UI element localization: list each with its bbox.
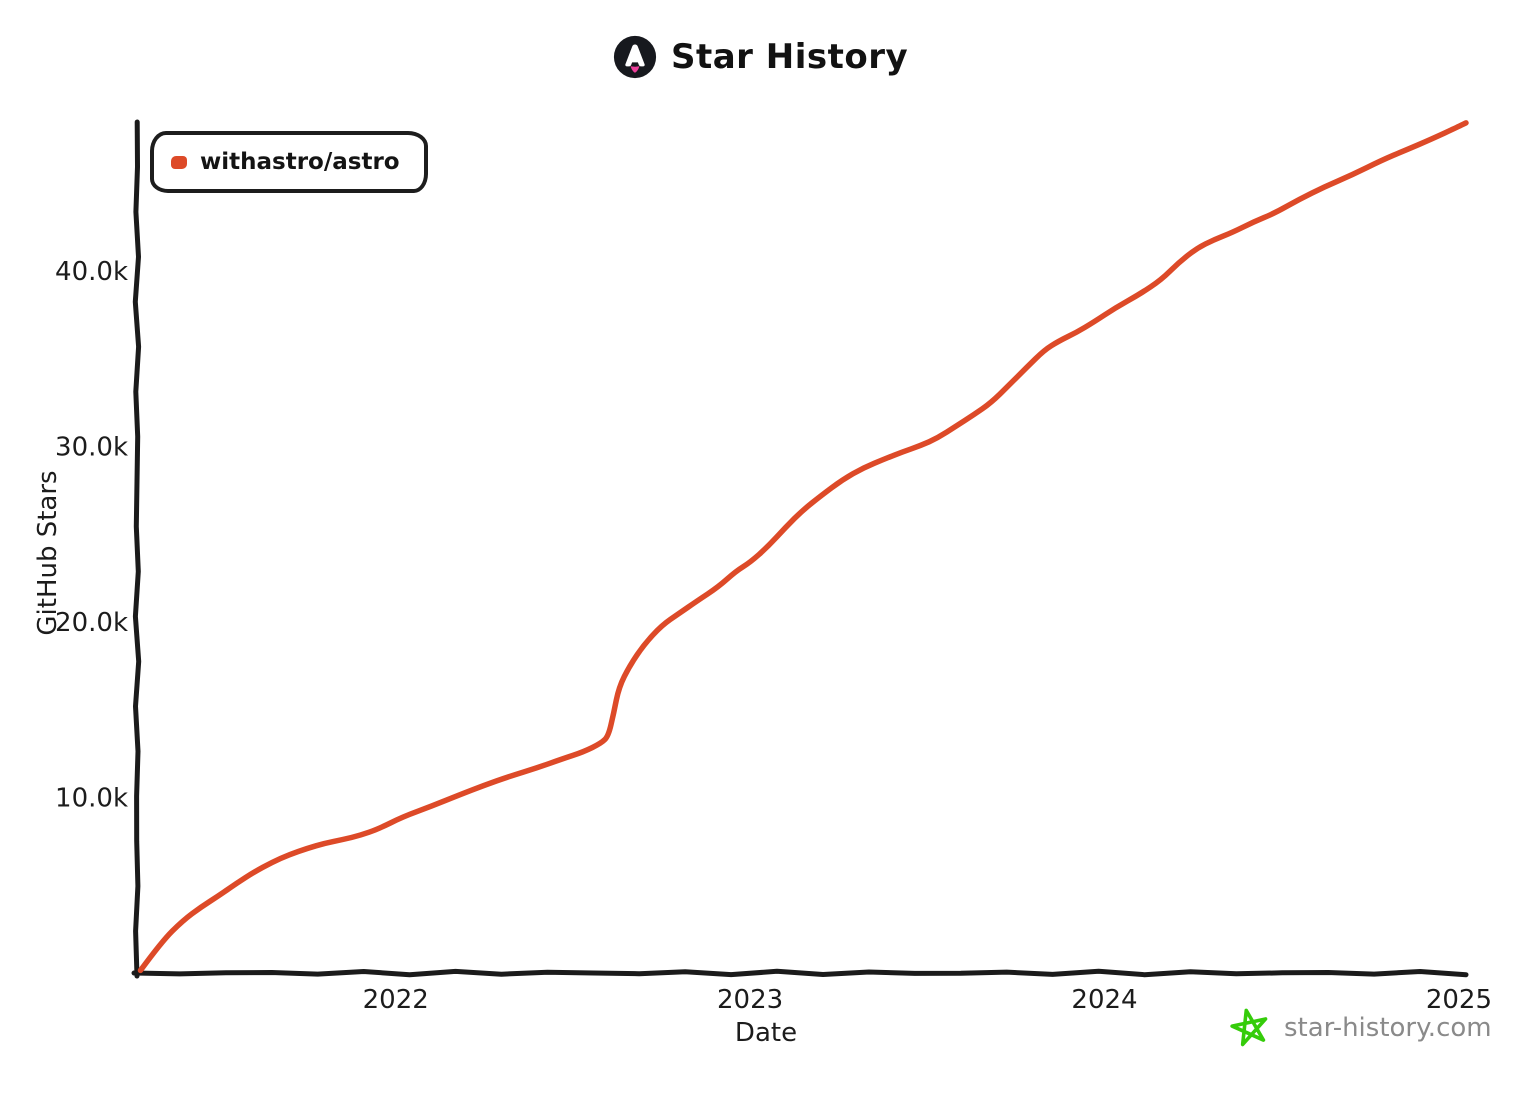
x-axis-line	[131, 968, 1469, 978]
y-tick-label: 40.0k	[55, 257, 128, 287]
series-color-marker	[171, 155, 187, 169]
x-tick-label: 2024	[1071, 985, 1137, 1015]
watermark: star-history.com	[1228, 1006, 1492, 1050]
x-tick-label: 2023	[717, 985, 783, 1015]
astro-logo-icon	[612, 34, 658, 80]
legend-label: withastro/astro	[200, 149, 400, 175]
series-line-withastro-astro	[137, 120, 1469, 974]
y-axis-title: GitHub Stars	[33, 470, 63, 636]
y-tick-label: 10.0k	[55, 784, 128, 814]
header: Star History	[612, 34, 908, 80]
y-tick-label: 20.0k	[55, 608, 128, 638]
y-axis-line	[132, 119, 142, 979]
star-doodle-icon	[1228, 1006, 1272, 1050]
x-tick-label: 2022	[363, 985, 429, 1015]
page-title: Star History	[671, 37, 909, 77]
legend-item-withastro-astro[interactable]: withastro/astro	[150, 131, 428, 193]
x-tick-label: 2025	[1426, 985, 1492, 1015]
watermark-text: star-history.com	[1284, 1013, 1492, 1043]
y-tick-label: 30.0k	[55, 433, 128, 463]
x-axis-title: Date	[734, 1018, 798, 1048]
